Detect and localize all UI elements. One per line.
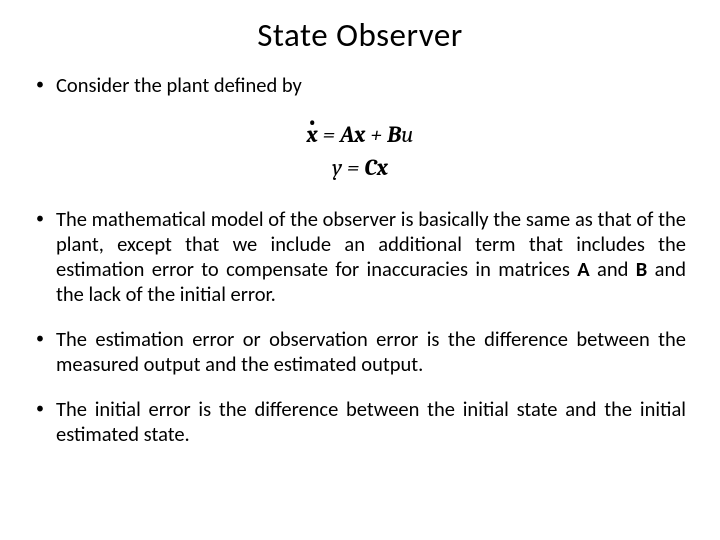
eq-u: u [401, 121, 413, 148]
bullet-item: The estimation error or observation erro… [34, 327, 686, 377]
eq-B: B [387, 121, 401, 148]
eq-C: C [364, 154, 376, 181]
bullet-list: Consider the plant defined by [34, 73, 686, 98]
slide-title: State Observer [34, 15, 686, 55]
bullet-item: Consider the plant defined by [34, 73, 686, 98]
bullet-item: The mathematical model of the observer i… [34, 207, 686, 307]
eq-y: y [332, 154, 342, 181]
eq-equals: = [318, 121, 340, 148]
eq-equals-2: = [342, 154, 364, 181]
equation-line-1: x = Ax + Bu [34, 118, 686, 151]
equation-line-2: y = Cx [34, 151, 686, 184]
eq-x: x [354, 121, 365, 148]
eq-x2: x [377, 154, 388, 181]
eq-xdot: x [307, 118, 318, 151]
bullet-text-2a: The mathematical model of the observer i… [56, 206, 686, 307]
eq-plus: + [365, 121, 387, 148]
bullet-list-2: The mathematical model of the observer i… [34, 207, 686, 447]
eq-A: A [340, 121, 354, 148]
equation-block: x = Ax + Bu y = Cx [34, 118, 686, 185]
bullet-item: The initial error is the difference betw… [34, 397, 686, 447]
